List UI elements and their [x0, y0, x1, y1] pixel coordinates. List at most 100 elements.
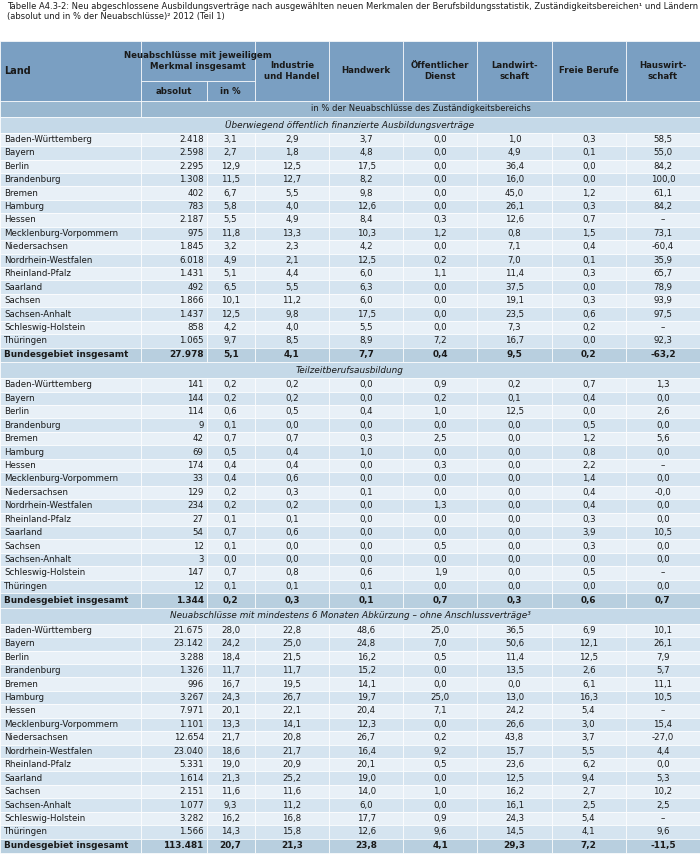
Text: 0,0: 0,0 [359, 421, 373, 430]
Bar [0, 160, 141, 173]
Bar [0, 186, 141, 200]
Text: 23,6: 23,6 [505, 760, 524, 770]
Text: 5,7: 5,7 [656, 666, 670, 675]
Bar [477, 321, 552, 334]
Text: 93,9: 93,9 [654, 296, 672, 305]
Bar [329, 785, 403, 799]
Bar [141, 540, 206, 553]
Bar [626, 799, 700, 811]
Bar [255, 758, 329, 771]
Text: 10,1: 10,1 [221, 296, 240, 305]
Text: 0,2: 0,2 [433, 734, 447, 742]
Bar [0, 717, 141, 731]
Text: 11,8: 11,8 [221, 229, 240, 238]
Bar [0, 512, 141, 526]
Bar [0, 117, 700, 133]
Text: Saarland: Saarland [4, 774, 42, 782]
Bar [329, 378, 403, 392]
Text: 26,1: 26,1 [653, 640, 673, 648]
Text: 234: 234 [187, 501, 204, 510]
Text: Hessen: Hessen [4, 706, 36, 716]
Text: 0,0: 0,0 [508, 582, 522, 591]
Text: 12,5: 12,5 [282, 162, 302, 171]
Text: 1,0: 1,0 [508, 135, 522, 144]
Text: 0,4: 0,4 [359, 407, 373, 416]
Text: 11,1: 11,1 [653, 680, 673, 688]
Bar [255, 691, 329, 705]
Text: 0,3: 0,3 [582, 135, 596, 144]
Bar [477, 267, 552, 280]
Text: 5,1: 5,1 [223, 351, 239, 359]
Text: 0,0: 0,0 [656, 475, 670, 483]
Bar [552, 334, 626, 348]
Text: 24,3: 24,3 [221, 693, 240, 702]
Text: Hamburg: Hamburg [4, 447, 44, 457]
Bar [0, 623, 141, 637]
Bar [552, 799, 626, 811]
Text: 9,5: 9,5 [507, 351, 522, 359]
Bar [255, 267, 329, 280]
Text: 11,6: 11,6 [282, 787, 302, 796]
Bar [552, 321, 626, 334]
Text: Brandenburg: Brandenburg [4, 666, 61, 675]
Bar [255, 146, 329, 160]
Bar [329, 691, 403, 705]
Text: 12,6: 12,6 [505, 215, 524, 225]
Text: 3,2: 3,2 [224, 242, 237, 251]
Text: 26,1: 26,1 [505, 202, 524, 211]
Text: 0,0: 0,0 [433, 175, 447, 184]
Bar [552, 637, 626, 651]
Bar [0, 637, 141, 651]
Bar [255, 227, 329, 240]
Bar [329, 580, 403, 593]
Bar [552, 540, 626, 553]
Text: 23,8: 23,8 [355, 841, 377, 851]
Text: 0,2: 0,2 [581, 351, 596, 359]
Text: 0,0: 0,0 [582, 555, 596, 564]
Bar [0, 101, 141, 117]
Bar [403, 499, 477, 512]
Bar [626, 825, 700, 839]
Text: 1,8: 1,8 [285, 148, 299, 157]
Bar [403, 227, 477, 240]
Text: 0,2: 0,2 [433, 394, 447, 403]
Bar [552, 705, 626, 717]
Text: 0,2: 0,2 [285, 380, 299, 389]
Bar [255, 294, 329, 307]
Text: 6.018: 6.018 [179, 256, 204, 265]
Bar [206, 392, 255, 405]
Bar [0, 499, 141, 512]
Bar [206, 186, 255, 200]
Text: 0,0: 0,0 [582, 283, 596, 292]
Text: 3.282: 3.282 [179, 814, 204, 823]
Text: 0,0: 0,0 [433, 148, 447, 157]
Text: 0,0: 0,0 [433, 488, 447, 497]
Text: 26,7: 26,7 [282, 693, 302, 702]
Text: 17,5: 17,5 [356, 162, 376, 171]
Text: Hamburg: Hamburg [4, 202, 44, 211]
Text: 14,3: 14,3 [221, 828, 240, 836]
Bar [141, 566, 206, 580]
Bar [255, 512, 329, 526]
Text: 1,4: 1,4 [582, 475, 596, 483]
Text: 1,2: 1,2 [582, 434, 596, 443]
Text: 84,2: 84,2 [653, 162, 673, 171]
Text: 0,0: 0,0 [359, 515, 373, 524]
Text: 0,7: 0,7 [224, 569, 237, 577]
Text: 0,5: 0,5 [433, 760, 447, 770]
Text: 0,0: 0,0 [433, 582, 447, 591]
Text: 0,0: 0,0 [508, 555, 522, 564]
Bar [477, 839, 552, 853]
Text: 0,7: 0,7 [224, 528, 237, 537]
Bar [329, 486, 403, 499]
Text: Nordrhein-Westfalen: Nordrhein-Westfalen [4, 501, 92, 510]
Text: 0,1: 0,1 [359, 488, 373, 497]
Bar [552, 378, 626, 392]
Text: Berlin: Berlin [4, 652, 29, 662]
Text: 0,1: 0,1 [358, 596, 374, 605]
Text: 0,6: 0,6 [285, 475, 299, 483]
Bar [0, 334, 141, 348]
Text: 0,0: 0,0 [359, 541, 373, 551]
Bar [255, 173, 329, 186]
Bar [329, 811, 403, 825]
